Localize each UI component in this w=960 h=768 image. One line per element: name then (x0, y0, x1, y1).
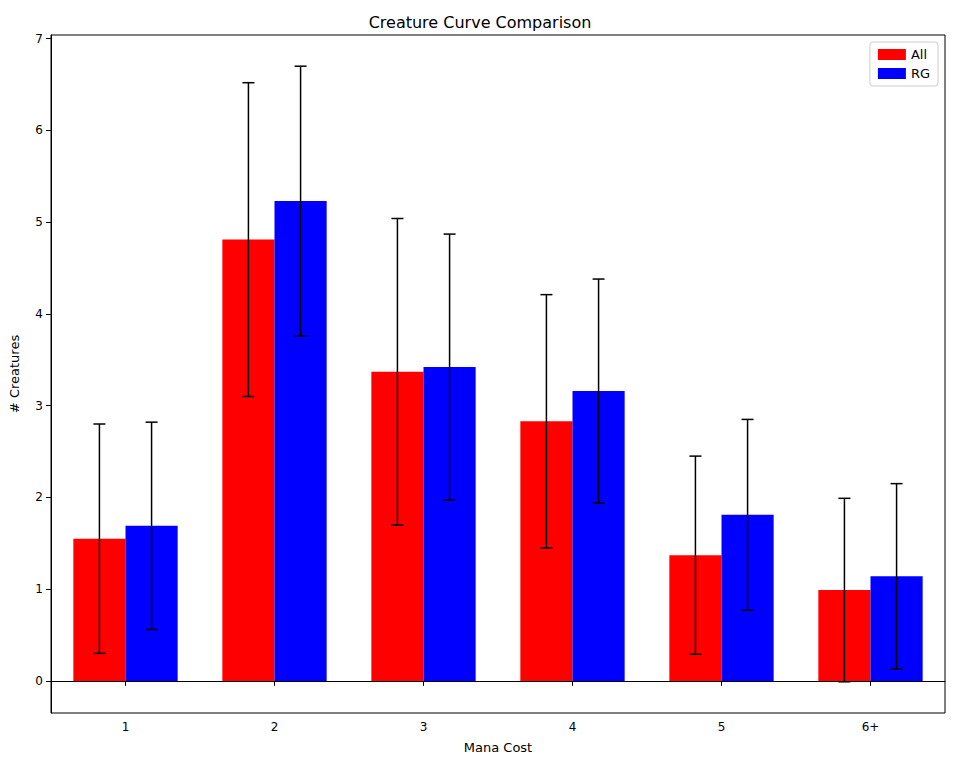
svg-text:RG: RG (911, 66, 930, 81)
svg-text:# Creatures: # Creatures (7, 335, 22, 414)
svg-text:2: 2 (35, 490, 43, 504)
svg-text:5: 5 (718, 720, 726, 734)
svg-text:5: 5 (35, 215, 43, 229)
svg-text:7: 7 (35, 32, 43, 46)
svg-text:4: 4 (35, 307, 43, 321)
svg-text:6: 6 (35, 123, 43, 137)
svg-text:Mana Cost: Mana Cost (464, 740, 532, 755)
svg-text:4: 4 (569, 720, 577, 734)
svg-text:3: 3 (35, 399, 43, 413)
svg-text:Creature Curve Comparison: Creature Curve Comparison (369, 13, 592, 32)
svg-text:All: All (911, 47, 927, 62)
svg-text:2: 2 (271, 720, 279, 734)
svg-text:3: 3 (420, 720, 428, 734)
svg-text:1: 1 (35, 582, 43, 596)
svg-text:6+: 6+ (862, 720, 880, 734)
svg-text:1: 1 (122, 720, 130, 734)
svg-text:0: 0 (35, 674, 43, 688)
